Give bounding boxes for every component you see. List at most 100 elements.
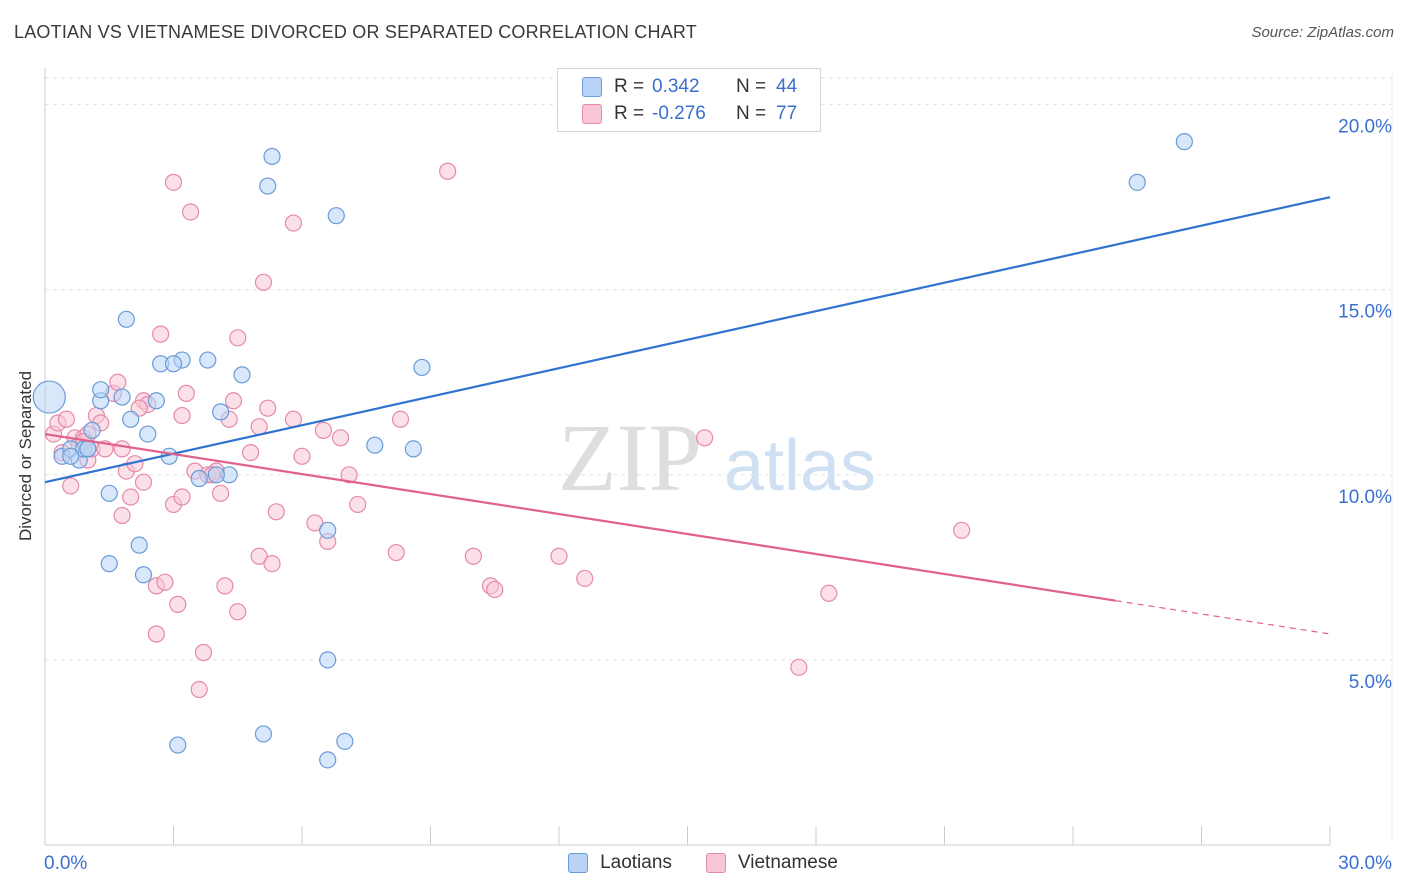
vietnamese-point xyxy=(169,595,187,613)
r-label: R = xyxy=(614,103,645,124)
y-tick-label: 15.0% xyxy=(1338,302,1392,323)
n-label: N = xyxy=(736,103,767,124)
vietnamese-point xyxy=(250,418,268,436)
vietnamese-swatch xyxy=(705,853,726,873)
r-value: -0.276 xyxy=(652,103,706,124)
laotian-point xyxy=(190,469,208,488)
legend-item-laotians[interactable]: Laotians xyxy=(568,852,672,874)
laotian-point xyxy=(100,484,118,502)
laotian-point xyxy=(319,651,337,669)
chart-title: LAOTIAN VS VIETNAMESE DIVORCED OR SEPARA… xyxy=(14,22,697,42)
vietnamese-point xyxy=(254,273,273,291)
laotian-point xyxy=(1175,133,1193,151)
vietnamese-point xyxy=(331,429,350,447)
vietnamese-point xyxy=(229,603,247,621)
vietnamese-trend-line xyxy=(44,432,1117,602)
laotian-point xyxy=(83,421,101,439)
laotian-swatch xyxy=(582,77,602,97)
laotian-point xyxy=(319,751,337,769)
vietnamese-point xyxy=(314,421,333,439)
laotian-point xyxy=(117,310,135,328)
legend-label: Laotians xyxy=(600,852,672,873)
vietnamese-point xyxy=(242,443,260,462)
vietnamese-swatch xyxy=(582,104,602,124)
laotian-point xyxy=(79,440,97,458)
vietnamese-point xyxy=(259,399,277,417)
laotian-point xyxy=(139,425,157,443)
vietnamese-trend-extension xyxy=(1115,600,1331,635)
vietnamese-point xyxy=(156,573,174,591)
y-tick-label: 20.0% xyxy=(1338,117,1392,138)
tick-labels: 5.0% 10.0% 15.0% 20.0% 0.0% 30.0% xyxy=(44,117,1392,874)
r-value: 0.342 xyxy=(652,76,700,97)
vietnamese-point xyxy=(57,410,76,428)
source-credit: Source: ZipAtlas.com xyxy=(1251,24,1394,41)
vietnamese-point xyxy=(194,643,213,662)
vietnamese-point xyxy=(62,477,80,495)
series-legend: Laotians Vietnamese xyxy=(0,852,1406,874)
vietnamese-point xyxy=(177,384,195,402)
laotian-point xyxy=(130,536,148,554)
vietnamese-point xyxy=(391,410,410,428)
laotian-point xyxy=(336,732,354,750)
vietnamese-point xyxy=(306,514,324,532)
legend-item-vietnamese[interactable]: Vietnamese xyxy=(705,852,838,874)
legend-row-laotians: R = 0.342 N = 44 xyxy=(582,75,797,99)
trend-lines xyxy=(44,196,1331,635)
y-tick-label: 5.0% xyxy=(1349,672,1392,693)
x-tick-label: 0.0% xyxy=(44,853,87,874)
vietnamese-point xyxy=(263,555,281,573)
n-value: 77 xyxy=(776,103,798,124)
watermark: ZIP atlas xyxy=(558,404,876,511)
laotian-point xyxy=(233,366,251,384)
laotian-point xyxy=(147,392,165,410)
vietnamese-point xyxy=(113,506,131,525)
laotian-swatch xyxy=(568,853,589,873)
vietnamese-point xyxy=(953,521,971,539)
correlation-legend: R = 0.342 N = 44 R = -0.276 N = 77 xyxy=(557,68,821,132)
vietnamese-point xyxy=(340,466,358,484)
laotian-point xyxy=(319,521,337,539)
vietnamese-point xyxy=(152,325,170,343)
vietnamese-point xyxy=(267,503,285,521)
vietnamese-point xyxy=(164,173,183,191)
laotian-point xyxy=(1128,173,1146,191)
y-axis-label: Divorced or Separated xyxy=(16,370,35,542)
grid-lines xyxy=(45,75,1393,845)
vietnamese-point xyxy=(250,547,268,565)
laotian-point xyxy=(207,466,225,484)
laotian-point xyxy=(164,355,183,373)
laotian-point xyxy=(169,736,187,754)
vietnamese-point xyxy=(224,392,243,410)
y-tick-label: 10.0% xyxy=(1338,487,1392,508)
laotian-trend-line xyxy=(44,196,1331,484)
laotian-point xyxy=(92,381,110,399)
laotian-point xyxy=(199,351,217,369)
laotian-point xyxy=(62,447,80,465)
watermark-zip: ZIP xyxy=(558,404,702,511)
vietnamese-point xyxy=(387,543,405,562)
vietnamese-point xyxy=(464,547,482,565)
vietnamese-point xyxy=(439,162,457,180)
vietnamese-point xyxy=(576,569,594,588)
laotian-point xyxy=(254,725,273,743)
laotian-point xyxy=(263,147,281,166)
laotian-point xyxy=(113,388,131,406)
vietnamese-point xyxy=(486,580,504,599)
legend-row-vietnamese: R = -0.276 N = 77 xyxy=(582,102,797,126)
n-label: N = xyxy=(736,76,767,97)
x-tick-label: 30.0% xyxy=(1338,853,1392,874)
vietnamese-point xyxy=(284,214,303,232)
vietnamese-point xyxy=(790,658,808,676)
laotian-point xyxy=(134,566,153,584)
laotian-point xyxy=(413,358,431,377)
laotian-point xyxy=(404,440,422,458)
laotian-point xyxy=(327,207,345,225)
vietnamese-point xyxy=(190,680,208,699)
vietnamese-point xyxy=(212,484,230,502)
axes xyxy=(44,68,1331,846)
vietnamese-point xyxy=(122,488,140,506)
vietnamese-point xyxy=(820,584,838,602)
vietnamese-point xyxy=(182,203,200,221)
